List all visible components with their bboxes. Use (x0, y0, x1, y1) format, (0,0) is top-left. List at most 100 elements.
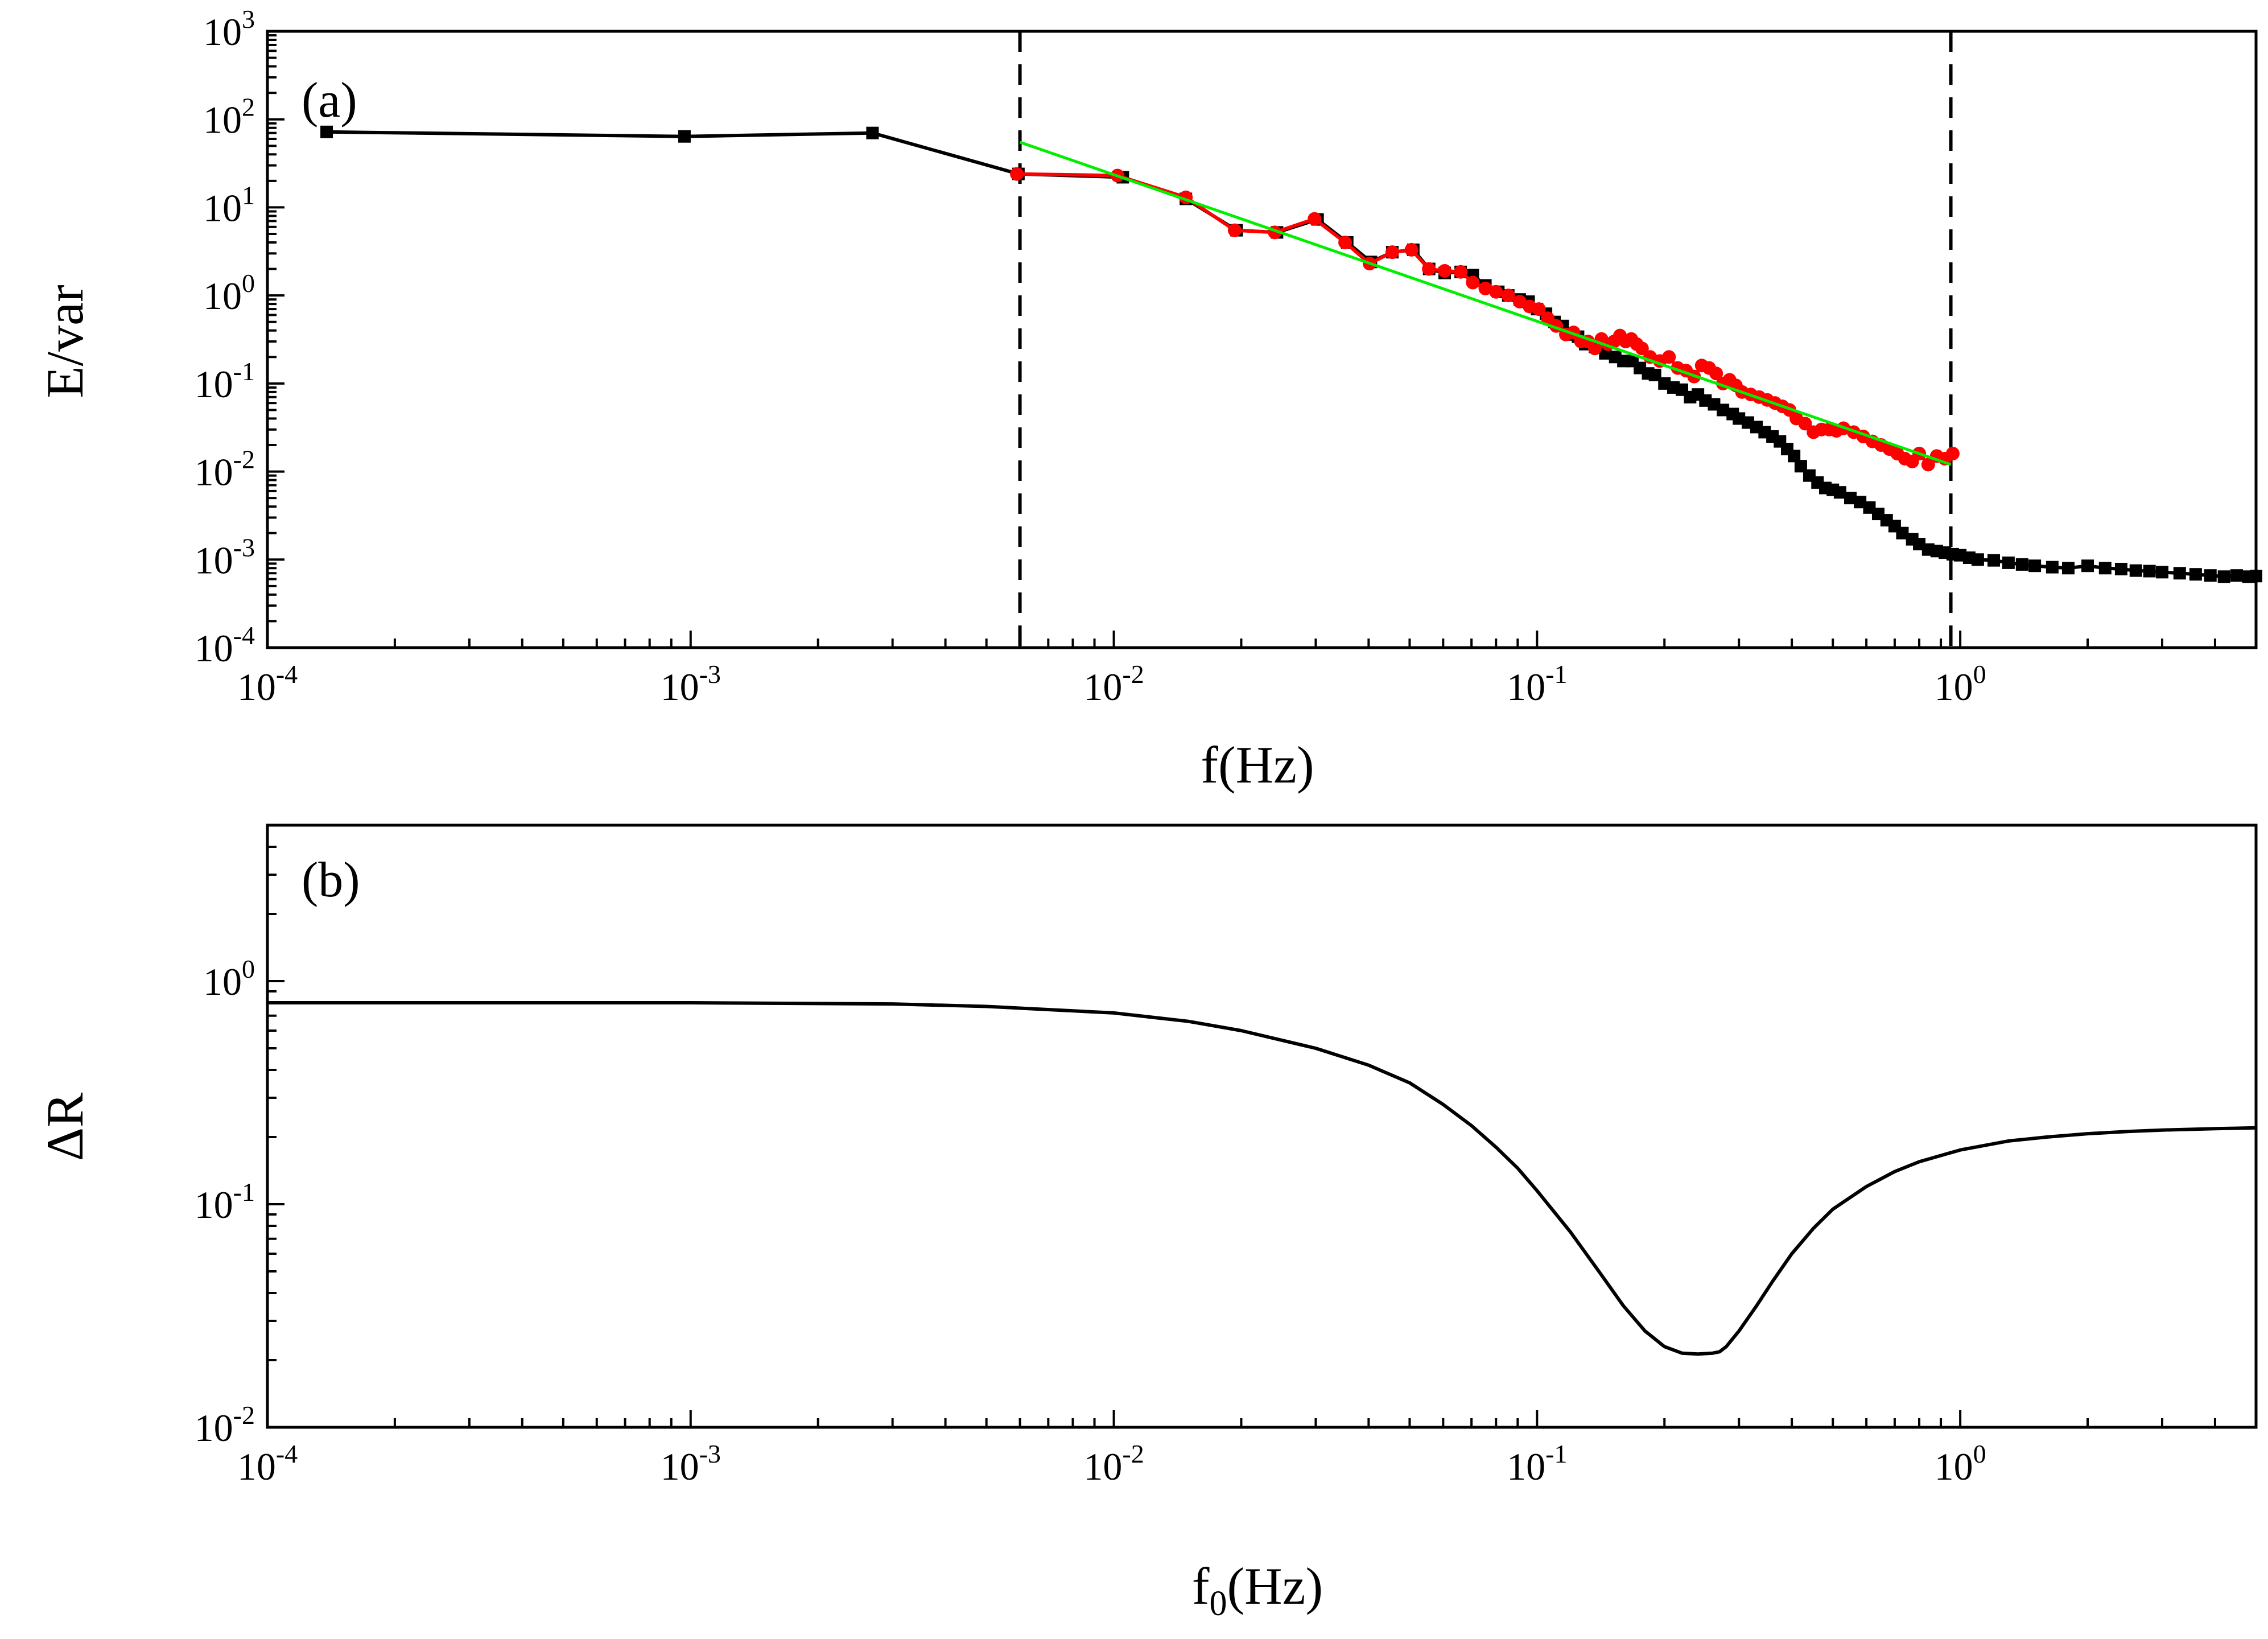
data-point (1227, 223, 1242, 237)
data-point (1338, 235, 1352, 249)
y-tick-label: 10-4 (195, 621, 255, 670)
data-point (1987, 554, 2001, 567)
data-point (320, 125, 333, 138)
data-point (1532, 302, 1546, 316)
data-point (1501, 289, 1515, 303)
y-tick-label: 10-2 (195, 445, 255, 494)
x-tick-base: 10 (661, 1445, 699, 1488)
y-tick-base: 10 (195, 1183, 233, 1226)
panel-b-xlabel-sub: 0 (1210, 1584, 1227, 1623)
y-tick-exp: -3 (233, 533, 255, 562)
x-tick-base: 10 (1935, 665, 1973, 709)
panel-b-xlabel-base: f (1192, 1557, 1210, 1615)
y-tick-exp: 0 (242, 954, 255, 983)
data-point (1404, 242, 1418, 257)
data-point (2173, 567, 2186, 580)
y-tick-exp: 1 (242, 180, 255, 209)
x-tick-base: 10 (1935, 1445, 1973, 1488)
data-point (2061, 562, 2075, 575)
y-tick-label: 100 (203, 954, 255, 1003)
data-point (1454, 265, 1468, 279)
x-tick-base: 10 (1083, 1445, 1122, 1488)
series-line-selected-band (1017, 172, 1954, 467)
y-tick-base: 10 (195, 451, 233, 494)
panel-b-xlabel-rest: (Hz) (1227, 1557, 1323, 1615)
x-tick-exp: -4 (276, 660, 298, 689)
x-tick-base: 10 (661, 665, 699, 709)
data-point (2002, 556, 2015, 569)
x-tick-label: 100 (1935, 1439, 1986, 1488)
y-tick-base: 10 (203, 274, 242, 318)
data-point (1971, 553, 1984, 566)
x-tick-base: 10 (1083, 665, 1122, 709)
y-tick-label: 10-1 (195, 357, 255, 406)
y-tick-exp: -4 (233, 621, 255, 650)
x-tick-base: 10 (237, 1445, 276, 1488)
data-point (2028, 559, 2042, 573)
series-line--r (267, 1001, 2257, 1356)
data-point (1478, 281, 1492, 295)
y-tick-base: 10 (203, 10, 242, 53)
x-tick-exp: -1 (1545, 660, 1567, 689)
panel-b-xlabel: f0(Hz) (1192, 1557, 1323, 1623)
x-tick-exp: -3 (699, 1439, 721, 1468)
x-tick-label: 10-3 (661, 660, 721, 709)
panel-b-ylabel: ΔR (36, 1092, 94, 1161)
data-point (1788, 450, 1801, 463)
x-tick-exp: -1 (1545, 1439, 1567, 1468)
y-tick-label: 10-2 (195, 1401, 255, 1449)
panel-a-label: (a) (302, 73, 357, 128)
data-point (1648, 368, 1661, 381)
y-tick-label: 10-3 (195, 533, 255, 582)
panel-b-label: (b) (302, 853, 360, 908)
panel-a: 10-4 10-3 10-2 10-1 10010-410-310-210-110010… (36, 5, 2262, 794)
data-point (2098, 562, 2112, 575)
x-tick-exp: 0 (1973, 660, 1986, 689)
data-point (2230, 569, 2243, 582)
x-tick-label: 10-1 (1507, 660, 1567, 709)
x-tick-base: 10 (1507, 1445, 1545, 1488)
data-point (2114, 562, 2127, 575)
data-point (2046, 561, 2059, 574)
x-tick-label: 10-2 (1083, 660, 1144, 709)
y-tick-label: 10-1 (195, 1177, 255, 1226)
y-tick-base: 10 (195, 363, 233, 406)
data-point (1385, 245, 1399, 260)
y-tick-exp: -2 (233, 1401, 255, 1430)
data-point (1844, 492, 1857, 505)
panel-a-frame (266, 30, 2258, 649)
data-point (1489, 285, 1503, 299)
panel-a-plot-area (320, 31, 2262, 648)
data-point (2189, 568, 2202, 581)
panel-b-plot-area (267, 1001, 2257, 1356)
data-point (1896, 526, 1909, 540)
y-tick-exp: -2 (233, 445, 255, 474)
data-point (1833, 486, 1846, 499)
data-point (2143, 565, 2156, 578)
data-point (2217, 570, 2230, 583)
y-tick-label: 103 (203, 5, 255, 53)
data-point (866, 126, 879, 139)
data-point (2129, 564, 2142, 577)
y-tick-label: 102 (203, 93, 255, 142)
data-point (678, 130, 691, 143)
x-tick-label: 10-2 (1083, 1439, 1144, 1488)
x-tick-base: 10 (237, 665, 276, 709)
series-line-spectrum (326, 130, 2257, 579)
data-point (1010, 167, 1024, 181)
data-point (2155, 566, 2168, 579)
data-point (1945, 446, 1960, 460)
x-tick-exp: 0 (1973, 1439, 1986, 1468)
panel-a-ylabel: E/var (36, 285, 94, 398)
y-tick-base: 10 (195, 1406, 233, 1449)
x-tick-exp: -3 (699, 660, 721, 689)
y-tick-exp: 3 (242, 5, 255, 34)
data-point (2204, 569, 2217, 582)
x-tick-exp: -2 (1122, 660, 1144, 689)
data-point (1709, 366, 1723, 381)
data-point (1466, 275, 1480, 290)
y-tick-exp: 0 (242, 269, 255, 298)
